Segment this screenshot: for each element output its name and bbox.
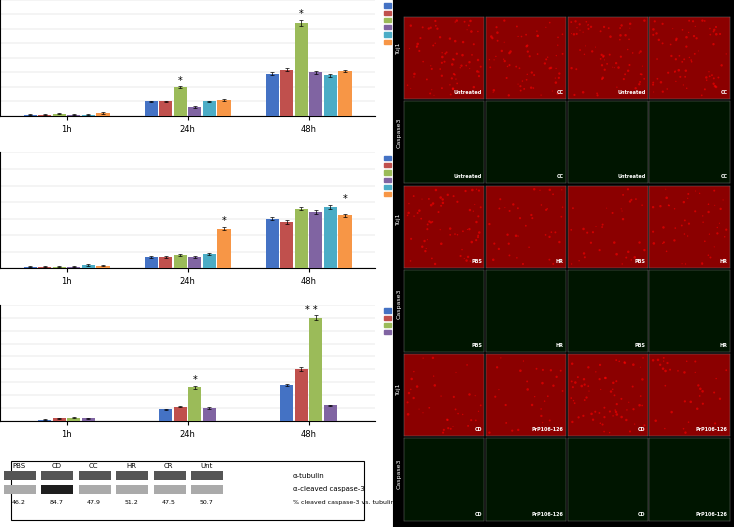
- Bar: [53, 418, 66, 421]
- Bar: [294, 369, 308, 421]
- Text: CR: CR: [164, 463, 173, 469]
- Bar: [338, 216, 352, 268]
- Bar: [309, 212, 322, 268]
- Bar: [67, 114, 81, 116]
- FancyBboxPatch shape: [41, 485, 73, 494]
- Bar: [324, 75, 337, 116]
- FancyBboxPatch shape: [41, 471, 73, 480]
- Bar: [67, 418, 81, 421]
- Legend: PBS, PBS + 0.5% DMSO, CD, CC, HR, PrP(106-126): PBS, PBS + 0.5% DMSO, CD, CC, HR, PrP(10…: [382, 1, 453, 47]
- Bar: [266, 74, 279, 116]
- Bar: [53, 114, 66, 116]
- FancyBboxPatch shape: [116, 471, 148, 480]
- Bar: [324, 405, 337, 421]
- Text: 51.2: 51.2: [124, 500, 138, 505]
- Text: PBS: PBS: [12, 463, 25, 469]
- Text: E: E: [564, 11, 571, 21]
- Text: 46.2: 46.2: [12, 500, 26, 505]
- Text: 84.7: 84.7: [49, 500, 63, 505]
- Bar: [294, 209, 308, 268]
- Bar: [188, 257, 202, 268]
- Bar: [159, 409, 172, 421]
- FancyBboxPatch shape: [192, 485, 223, 494]
- Bar: [174, 407, 187, 421]
- Bar: [145, 257, 158, 268]
- FancyBboxPatch shape: [192, 471, 223, 480]
- Text: *: *: [192, 375, 197, 385]
- Text: * *: * *: [305, 305, 317, 315]
- Bar: [309, 73, 322, 116]
- Text: Caspase3: Caspase3: [396, 288, 401, 319]
- Text: α-cleaved caspase-3: α-cleaved caspase-3: [293, 486, 364, 492]
- FancyBboxPatch shape: [154, 485, 186, 494]
- Bar: [203, 102, 216, 116]
- Text: *: *: [343, 194, 347, 204]
- FancyBboxPatch shape: [154, 471, 186, 480]
- FancyBboxPatch shape: [79, 485, 111, 494]
- Text: E: E: [396, 8, 405, 21]
- FancyBboxPatch shape: [4, 485, 36, 494]
- Bar: [324, 207, 337, 268]
- Bar: [217, 100, 230, 116]
- Text: CC: CC: [89, 463, 98, 469]
- Text: CD: CD: [51, 463, 61, 469]
- FancyBboxPatch shape: [11, 461, 364, 520]
- Bar: [96, 266, 109, 268]
- Text: 47.9: 47.9: [87, 500, 101, 505]
- Bar: [81, 265, 95, 268]
- Bar: [309, 318, 322, 421]
- Text: HR: HR: [126, 463, 137, 469]
- Bar: [280, 70, 294, 116]
- Bar: [81, 114, 95, 116]
- Text: α-tubulin: α-tubulin: [293, 473, 324, 479]
- Bar: [294, 23, 308, 116]
- Bar: [67, 267, 81, 268]
- Bar: [159, 257, 172, 268]
- Legend: CD 5 μM, CD 40 μM, CD 80 μM, PBS: CD 5 μM, CD 40 μM, CD 80 μM, PBS: [382, 306, 426, 338]
- Bar: [280, 222, 294, 268]
- Bar: [280, 385, 294, 421]
- Bar: [188, 387, 202, 421]
- Text: Caspase3: Caspase3: [396, 118, 401, 148]
- Bar: [23, 267, 37, 268]
- Legend: PBS, PBS + 0.5% DMSO, CD, CC, HR, PrP(106-126): PBS, PBS + 0.5% DMSO, CD, CC, HR, PrP(10…: [382, 153, 453, 200]
- Text: 50.7: 50.7: [200, 500, 213, 505]
- Text: % cleaved caspase-3 vs. tubulin: % cleaved caspase-3 vs. tubulin: [293, 500, 394, 505]
- Text: Caspase3: Caspase3: [396, 458, 401, 489]
- Text: Tuj1: Tuj1: [396, 383, 401, 395]
- Bar: [53, 267, 66, 268]
- Bar: [203, 253, 216, 268]
- Bar: [145, 102, 158, 116]
- Bar: [338, 71, 352, 116]
- Text: 47.5: 47.5: [162, 500, 175, 505]
- FancyBboxPatch shape: [116, 485, 148, 494]
- Bar: [174, 87, 187, 116]
- Text: *: *: [178, 75, 183, 85]
- Bar: [266, 219, 279, 268]
- Bar: [203, 408, 216, 421]
- Text: Tuj1: Tuj1: [396, 212, 401, 225]
- Bar: [217, 229, 230, 268]
- Bar: [81, 418, 95, 421]
- FancyBboxPatch shape: [79, 471, 111, 480]
- Bar: [38, 114, 51, 116]
- Text: *: *: [299, 9, 304, 19]
- Text: *: *: [222, 216, 226, 226]
- Bar: [38, 267, 51, 268]
- Bar: [96, 113, 109, 116]
- Text: Prmp +/+: Prmp +/+: [462, 8, 507, 17]
- FancyBboxPatch shape: [4, 471, 36, 480]
- Text: Prmp 0/0: Prmp 0/0: [628, 8, 670, 17]
- Bar: [174, 255, 187, 268]
- Bar: [188, 108, 202, 116]
- Bar: [38, 419, 51, 421]
- Text: Unt: Unt: [200, 463, 212, 469]
- Bar: [159, 102, 172, 116]
- Text: Tuj1: Tuj1: [396, 42, 401, 54]
- Bar: [23, 114, 37, 116]
